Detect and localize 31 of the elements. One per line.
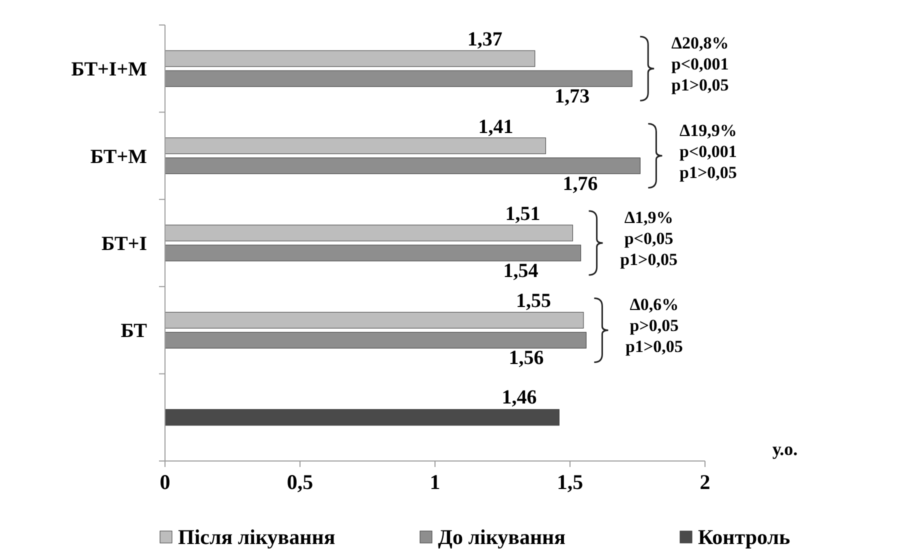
bar: [164, 138, 546, 154]
data-label: 1,73: [554, 86, 590, 108]
bar: [164, 224, 573, 242]
data-label: 1,51: [505, 203, 540, 225]
data-label: 1,55: [516, 290, 551, 312]
y-tick-label: БТ+І: [102, 233, 148, 255]
x-tick-label: 0: [160, 470, 170, 494]
bar: [164, 50, 536, 67]
data-label: 1,76: [562, 172, 598, 195]
bar: [164, 312, 584, 328]
annotation: Δ19,9% p<0,001 p1>0,05: [679, 120, 737, 182]
x-tick-label: 2: [700, 470, 710, 494]
data-label: 1,41: [478, 116, 514, 138]
y-tick-label: БТ: [120, 320, 148, 342]
data-label: 1,46: [502, 386, 537, 408]
annotation: Δ20,8% p<0,001 p1>0,05: [671, 34, 729, 95]
x-tick-label: 1,5: [556, 470, 584, 494]
data-label: 1,56: [508, 347, 544, 370]
annotation: Δ1,9% p<0,05 p1>0,05: [620, 208, 678, 269]
x-axis-title: у.о.: [772, 439, 798, 459]
bar: [164, 409, 560, 426]
data-label: 1,37: [467, 28, 502, 51]
legend-label: До лікування: [438, 525, 566, 549]
legend-label: Контроль: [698, 525, 790, 549]
x-tick-label: 0,5: [286, 470, 314, 494]
annotation: Δ0,6% p>0,05 p1>0,05: [625, 295, 683, 356]
x-tick-label: 1: [430, 470, 440, 494]
legend-label: Після лікування: [178, 525, 336, 549]
y-tick-label: БТ+І+М: [71, 58, 148, 81]
data-label: 1,54: [503, 260, 538, 282]
y-tick-label: БТ+М: [90, 146, 148, 168]
